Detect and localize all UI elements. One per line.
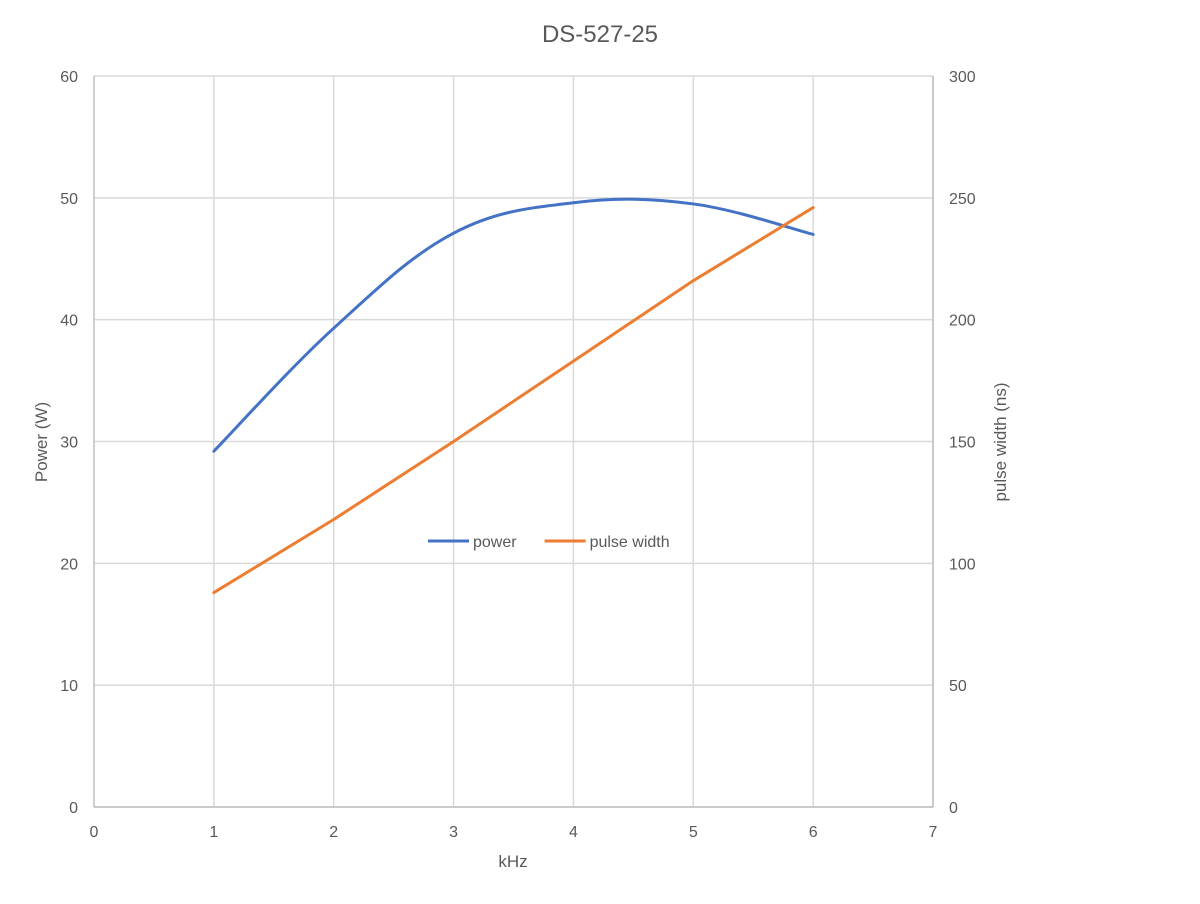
y2-tick-label: 100 [949, 556, 976, 573]
legend: power pulse width [428, 534, 670, 551]
x-tick-label: 0 [90, 824, 99, 841]
y2-axis-label: pulse width (ns) [991, 382, 1010, 501]
x-tick-label: 7 [929, 824, 938, 841]
y-tick-label: 20 [60, 556, 78, 573]
x-tick-label: 3 [449, 824, 458, 841]
y-tick-label: 50 [60, 191, 78, 208]
y-tick-label: 30 [60, 435, 78, 452]
legend-label-power: power [473, 534, 517, 551]
y2-tick-label: 50 [949, 678, 967, 695]
x-axis-label: kHz [498, 852, 527, 871]
y-tick-label: 60 [60, 69, 78, 86]
x-tick-label: 5 [689, 824, 698, 841]
x-tick-label: 1 [209, 824, 218, 841]
y2-tick-label: 150 [949, 435, 976, 452]
y2-tick-label: 200 [949, 313, 976, 330]
series-line-power [214, 199, 813, 451]
grid [94, 76, 933, 807]
y2-tick-label: 300 [949, 69, 976, 86]
x-tick-label: 2 [329, 824, 338, 841]
x-tick-label: 6 [809, 824, 818, 841]
x-tick-label: 4 [569, 824, 578, 841]
chart-title: DS-527-25 [542, 21, 658, 48]
legend-label-pulse-width: pulse width [590, 534, 670, 551]
y2-tick-label: 0 [949, 800, 958, 817]
y-tick-label: 0 [69, 800, 78, 817]
y2-tick-label: 250 [949, 191, 976, 208]
axes: 0 10 20 30 40 50 60 0 50 100 150 200 250 300 0 1 2 3 4 5 6 7 [60, 69, 976, 841]
y-tick-label: 10 [60, 678, 78, 695]
y-tick-label: 40 [60, 313, 78, 330]
y-axis-label: Power (W) [32, 402, 51, 482]
